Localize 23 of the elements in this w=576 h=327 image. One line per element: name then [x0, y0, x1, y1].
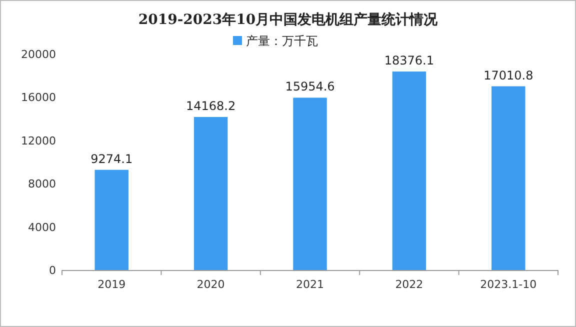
data-label: 9274.1 — [90, 152, 133, 166]
y-tick-label: 4000 — [28, 220, 56, 234]
bar — [392, 72, 426, 270]
bar — [492, 86, 526, 270]
legend-label: 产量：万千瓦 — [246, 34, 318, 48]
bar — [94, 170, 128, 270]
y-tick-label: 0 — [49, 264, 56, 277]
x-tick-label: 2023.1-10 — [480, 278, 537, 291]
bar — [293, 98, 327, 270]
data-label: 17010.8 — [484, 68, 534, 82]
x-tick-label: 2020 — [196, 278, 225, 291]
data-label: 18376.1 — [384, 54, 434, 68]
data-label: 14168.2 — [186, 98, 236, 113]
y-tick-label: 20000 — [21, 48, 56, 61]
bar — [194, 116, 228, 270]
data-label: 15954.6 — [285, 80, 335, 94]
y-tick-label: 16000 — [21, 91, 56, 104]
x-tick-label: 2019 — [98, 278, 126, 291]
y-tick-label: 8000 — [28, 178, 56, 191]
x-tick-label: 2021 — [296, 278, 324, 291]
y-tick-label: 12000 — [21, 134, 56, 148]
chart-title: 2019-2023年10月中国发电机组产量统计情况 — [138, 11, 439, 28]
x-tick-label: 2022 — [395, 278, 424, 291]
